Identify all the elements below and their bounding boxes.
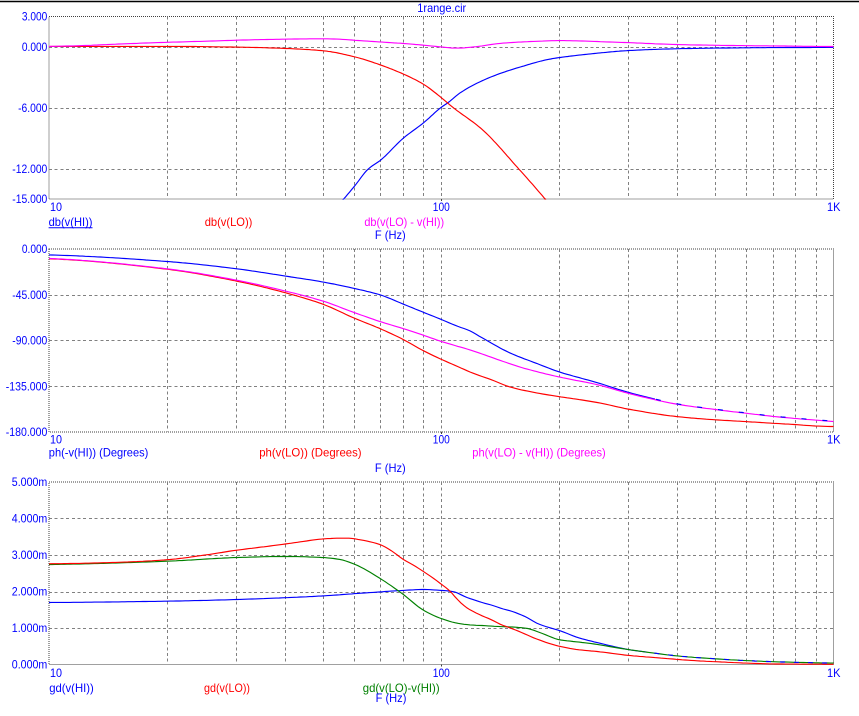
svg-text:10: 10	[50, 666, 62, 680]
svg-text:3.000: 3.000	[22, 9, 48, 23]
svg-text:10: 10	[50, 200, 62, 214]
svg-text:2.000m: 2.000m	[12, 585, 48, 599]
svg-text:-180.000: -180.000	[6, 425, 48, 439]
svg-text:ph(-v(HI)) (Degrees): ph(-v(HI)) (Degrees)	[49, 446, 149, 460]
svg-text:0.000: 0.000	[22, 242, 48, 256]
svg-text:-90.000: -90.000	[12, 334, 47, 348]
svg-text:0.000m: 0.000m	[12, 658, 48, 672]
svg-text:1K: 1K	[827, 200, 841, 214]
svg-text:F (Hz): F (Hz)	[375, 461, 406, 475]
svg-text:ph(v(LO)) (Degrees): ph(v(LO)) (Degrees)	[259, 446, 361, 460]
svg-text:db(v(HI)): db(v(HI))	[49, 215, 93, 229]
svg-text:10: 10	[50, 432, 62, 446]
svg-text:1K: 1K	[827, 666, 841, 680]
svg-text:-45.000: -45.000	[12, 288, 47, 302]
svg-text:4.000m: 4.000m	[12, 512, 48, 526]
svg-text:ph(v(LO) - v(HI)) (Degrees): ph(v(LO) - v(HI)) (Degrees)	[472, 446, 605, 460]
svg-text:-135.000: -135.000	[6, 379, 48, 393]
svg-text:1.000m: 1.000m	[12, 621, 48, 635]
svg-text:1K: 1K	[827, 432, 841, 446]
svg-text:F (Hz): F (Hz)	[375, 228, 406, 242]
svg-text:100: 100	[433, 666, 450, 680]
svg-text:3.000m: 3.000m	[12, 548, 48, 562]
svg-text:-12.000: -12.000	[12, 162, 47, 176]
svg-text:gd(v(LO)-v(HI)): gd(v(LO)-v(HI))	[363, 681, 440, 695]
svg-text:100: 100	[433, 200, 450, 214]
svg-text:db(v(LO) - v(HI)): db(v(LO) - v(HI))	[364, 215, 444, 229]
svg-text:1range.cir: 1range.cir	[417, 1, 466, 15]
svg-text:gd(v(HI)): gd(v(HI))	[49, 681, 94, 695]
svg-text:0.000: 0.000	[22, 40, 48, 54]
svg-text:gd(v(LO)): gd(v(LO))	[204, 681, 250, 695]
svg-text:db(v(LO)): db(v(LO))	[205, 215, 253, 229]
svg-text:5.000m: 5.000m	[12, 475, 48, 489]
svg-text:100: 100	[433, 432, 450, 446]
svg-text:F (Hz): F (Hz)	[376, 691, 407, 705]
svg-text:-6.000: -6.000	[18, 101, 47, 115]
svg-text:-15.000: -15.000	[12, 192, 47, 206]
